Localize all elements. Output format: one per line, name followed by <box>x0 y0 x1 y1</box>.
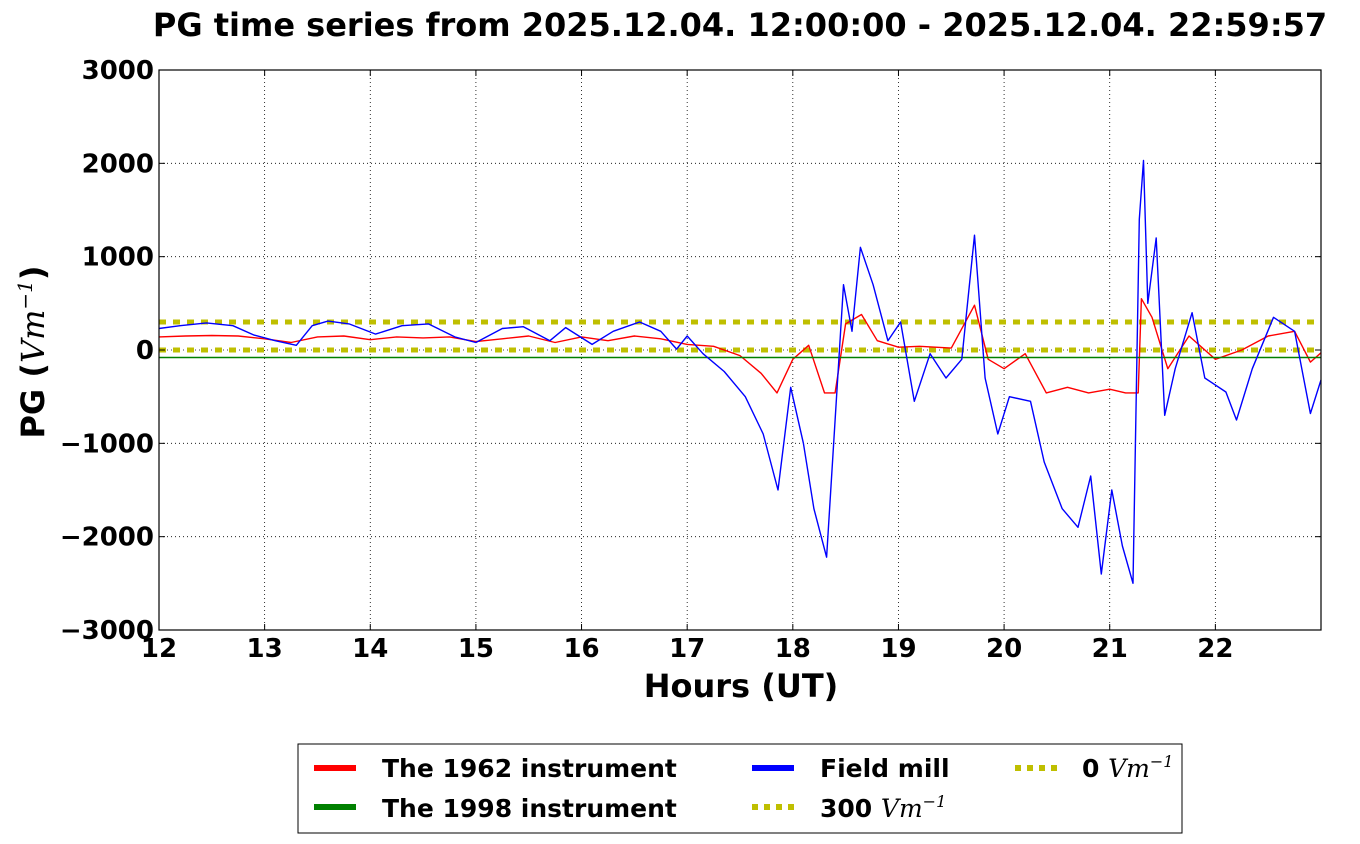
legend-label-0-unit: Vm <box>1108 754 1150 783</box>
svg-text:PG (Vm−1): PG (Vm−1) <box>13 265 52 438</box>
x-tick-label: 14 <box>352 634 388 664</box>
series-line <box>158 298 1322 394</box>
reference-lines <box>159 319 1321 353</box>
legend-label-0: 0 Vm−1 <box>1082 752 1173 783</box>
legend-box <box>297 743 1183 834</box>
y-axis-label-text: PG ( <box>14 363 52 438</box>
legend-label-300: 300 Vm−1 <box>820 792 946 823</box>
y-ticks: −3000 −2000 −1000 0 1000 2000 3000 <box>60 56 1321 646</box>
legend-label-1962: The 1962 instrument <box>382 754 677 783</box>
y-axis-label-close: ) <box>14 265 52 280</box>
y-axis-label-unit: Vm <box>14 310 52 363</box>
y-axis-label-exp: −1 <box>13 280 37 309</box>
x-tick-label: 19 <box>880 634 916 664</box>
legend-label-0-exp: −1 <box>1150 752 1174 771</box>
y-axis-label: PG (Vm−1) <box>13 265 52 438</box>
x-tick-label: 17 <box>669 634 705 664</box>
legend-label-0-value: 0 <box>1082 754 1099 783</box>
x-tick-label: 16 <box>563 634 599 664</box>
legend: The 1962 instrument The 1998 instrument … <box>297 743 1183 834</box>
x-ticks: 12 13 14 15 16 17 18 19 20 21 22 <box>141 70 1233 664</box>
x-axis-label: Hours (UT) <box>644 667 839 705</box>
legend-label-300-unit: Vm <box>881 794 923 823</box>
chart-title: PG time series from 2025.12.04. 12:00:00… <box>153 6 1327 44</box>
y-tick-label: 0 <box>136 336 154 366</box>
series-line <box>158 159 1322 584</box>
x-tick-label: 22 <box>1197 634 1233 664</box>
x-tick-label: 20 <box>986 634 1022 664</box>
y-tick-label: 3000 <box>82 56 154 86</box>
legend-label-field-mill: Field mill <box>820 754 950 783</box>
x-tick-label: 15 <box>458 634 494 664</box>
x-tick-label: 18 <box>775 634 811 664</box>
y-tick-label: 2000 <box>82 149 154 179</box>
x-tick-label: 21 <box>1092 634 1128 664</box>
y-tick-label: −3000 <box>60 616 154 646</box>
y-tick-label: −1000 <box>60 429 154 459</box>
legend-label-1998: The 1998 instrument <box>382 794 677 823</box>
y-tick-label: 1000 <box>82 243 154 273</box>
series-lines <box>158 159 1322 584</box>
legend-label-300-exp: −1 <box>923 792 947 811</box>
y-tick-label: −2000 <box>60 523 154 553</box>
x-tick-label: 12 <box>141 634 177 664</box>
legend-label-300-value: 300 <box>820 794 872 823</box>
x-tick-label: 13 <box>247 634 283 664</box>
